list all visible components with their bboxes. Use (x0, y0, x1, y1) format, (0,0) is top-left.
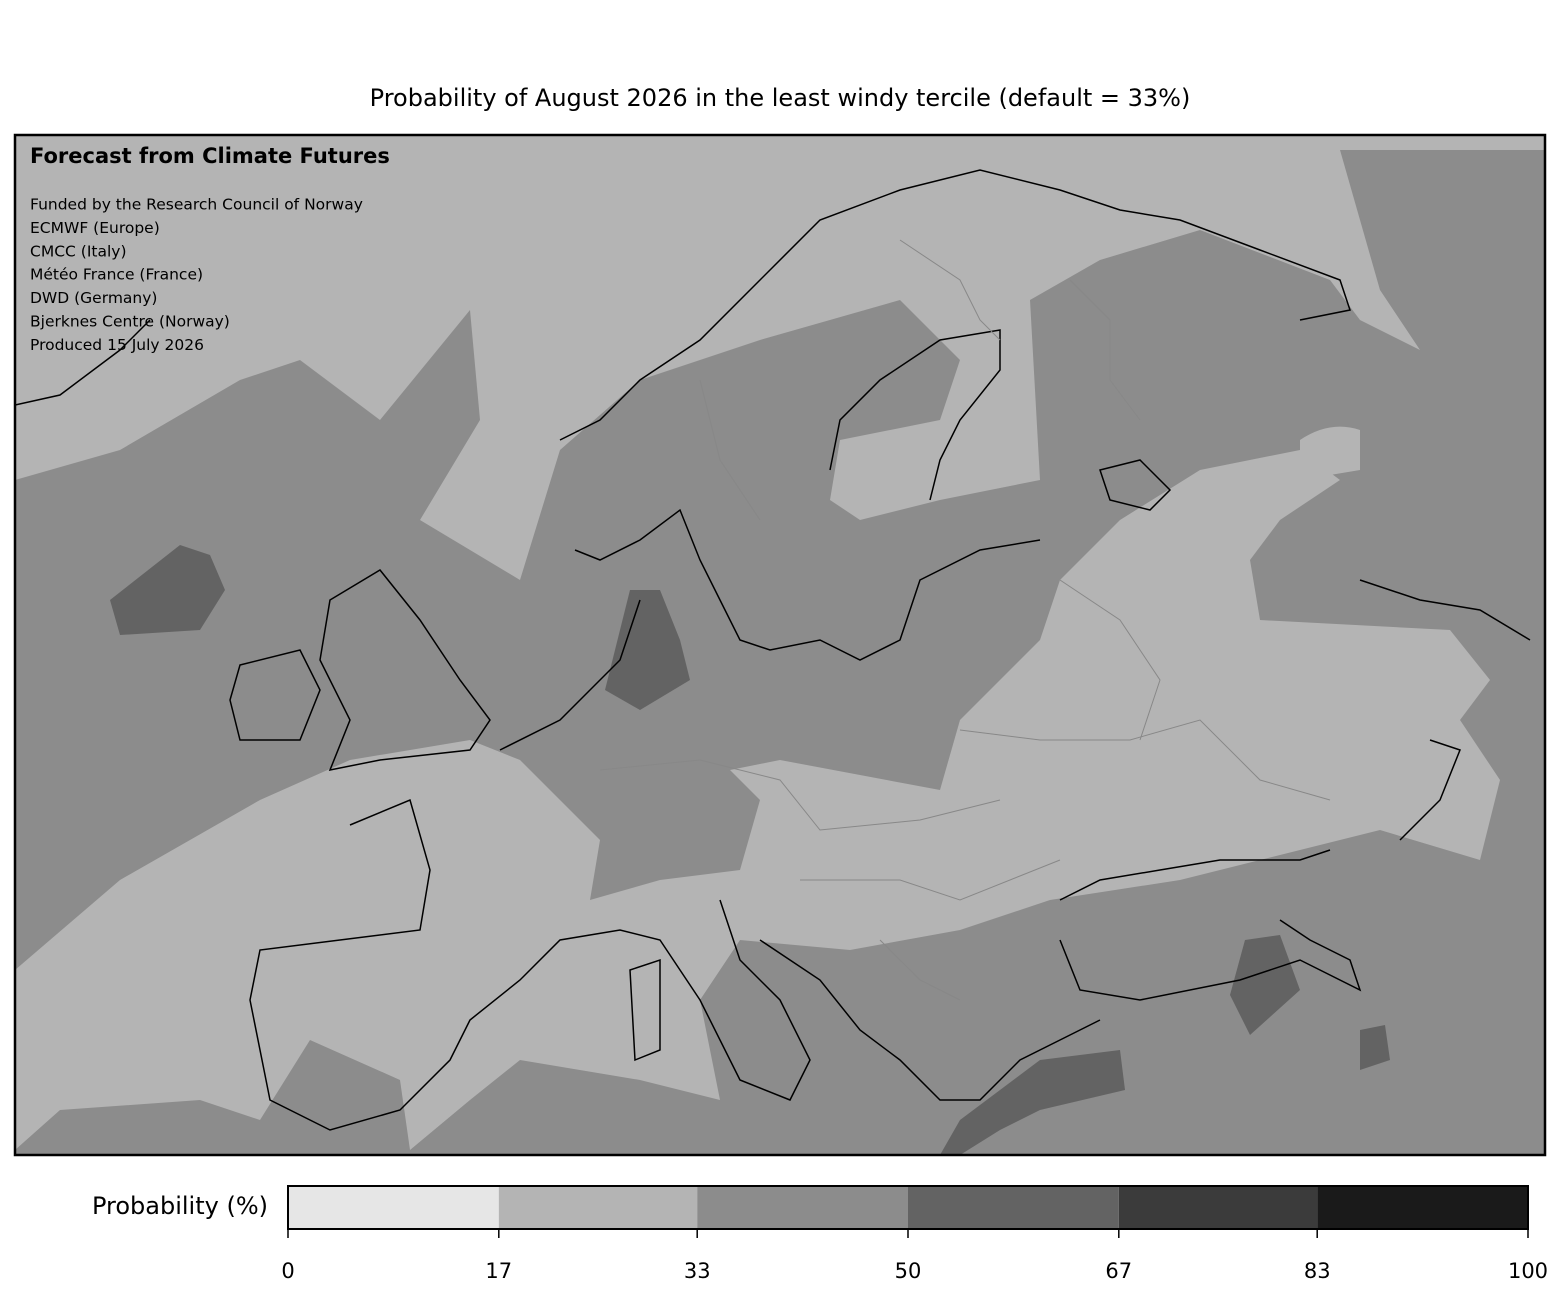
annotation-heading: Forecast from Climate Futures (30, 144, 390, 168)
colorbar-tick-label: 33 (684, 1259, 711, 1283)
colorbar-segment (697, 1186, 908, 1229)
colorbar-label: Probability (%) (92, 1192, 268, 1220)
colorbar-tick-label: 50 (895, 1259, 922, 1283)
annotation-line: ECMWF (Europe) (30, 219, 160, 237)
colorbar-segment (1118, 1186, 1318, 1229)
map-frame (13, 133, 1547, 1157)
annotation-line: Produced 15 July 2026 (30, 336, 204, 354)
map-title: Probability of August 2026 in the least … (370, 84, 1191, 112)
annotation-line: DWD (Germany) (30, 289, 157, 307)
annotation-lines: Funded by the Research Council of Norway… (30, 196, 363, 354)
borders (599, 239, 1331, 1001)
annotation-line: Bjerknes Centre (Norway) (30, 313, 230, 331)
colorbar-tick-label: 17 (485, 1259, 512, 1283)
colorbar-segment (498, 1186, 698, 1229)
colorbar-tick-label: 100 (1508, 1259, 1548, 1283)
colorbar: 0 17 33 50 67 83 100 (281, 1185, 1548, 1283)
colorbar-segment (288, 1186, 499, 1229)
colorbar-tick-label: 0 (281, 1259, 294, 1283)
coastline (15, 169, 1531, 1131)
annotation-line: Météo France (France) (30, 266, 203, 284)
colorbar-tick-label: 67 (1105, 1259, 1132, 1283)
annotation-line: Funded by the Research Council of Norway (30, 196, 363, 214)
region-medium (15, 150, 1545, 1155)
colorbar-segment (908, 1186, 1119, 1229)
colorbar-tick-label: 83 (1304, 1259, 1331, 1283)
colorbar-segment (1317, 1186, 1528, 1229)
annotation-line: CMCC (Italy) (30, 242, 127, 260)
map (13, 133, 1547, 1157)
